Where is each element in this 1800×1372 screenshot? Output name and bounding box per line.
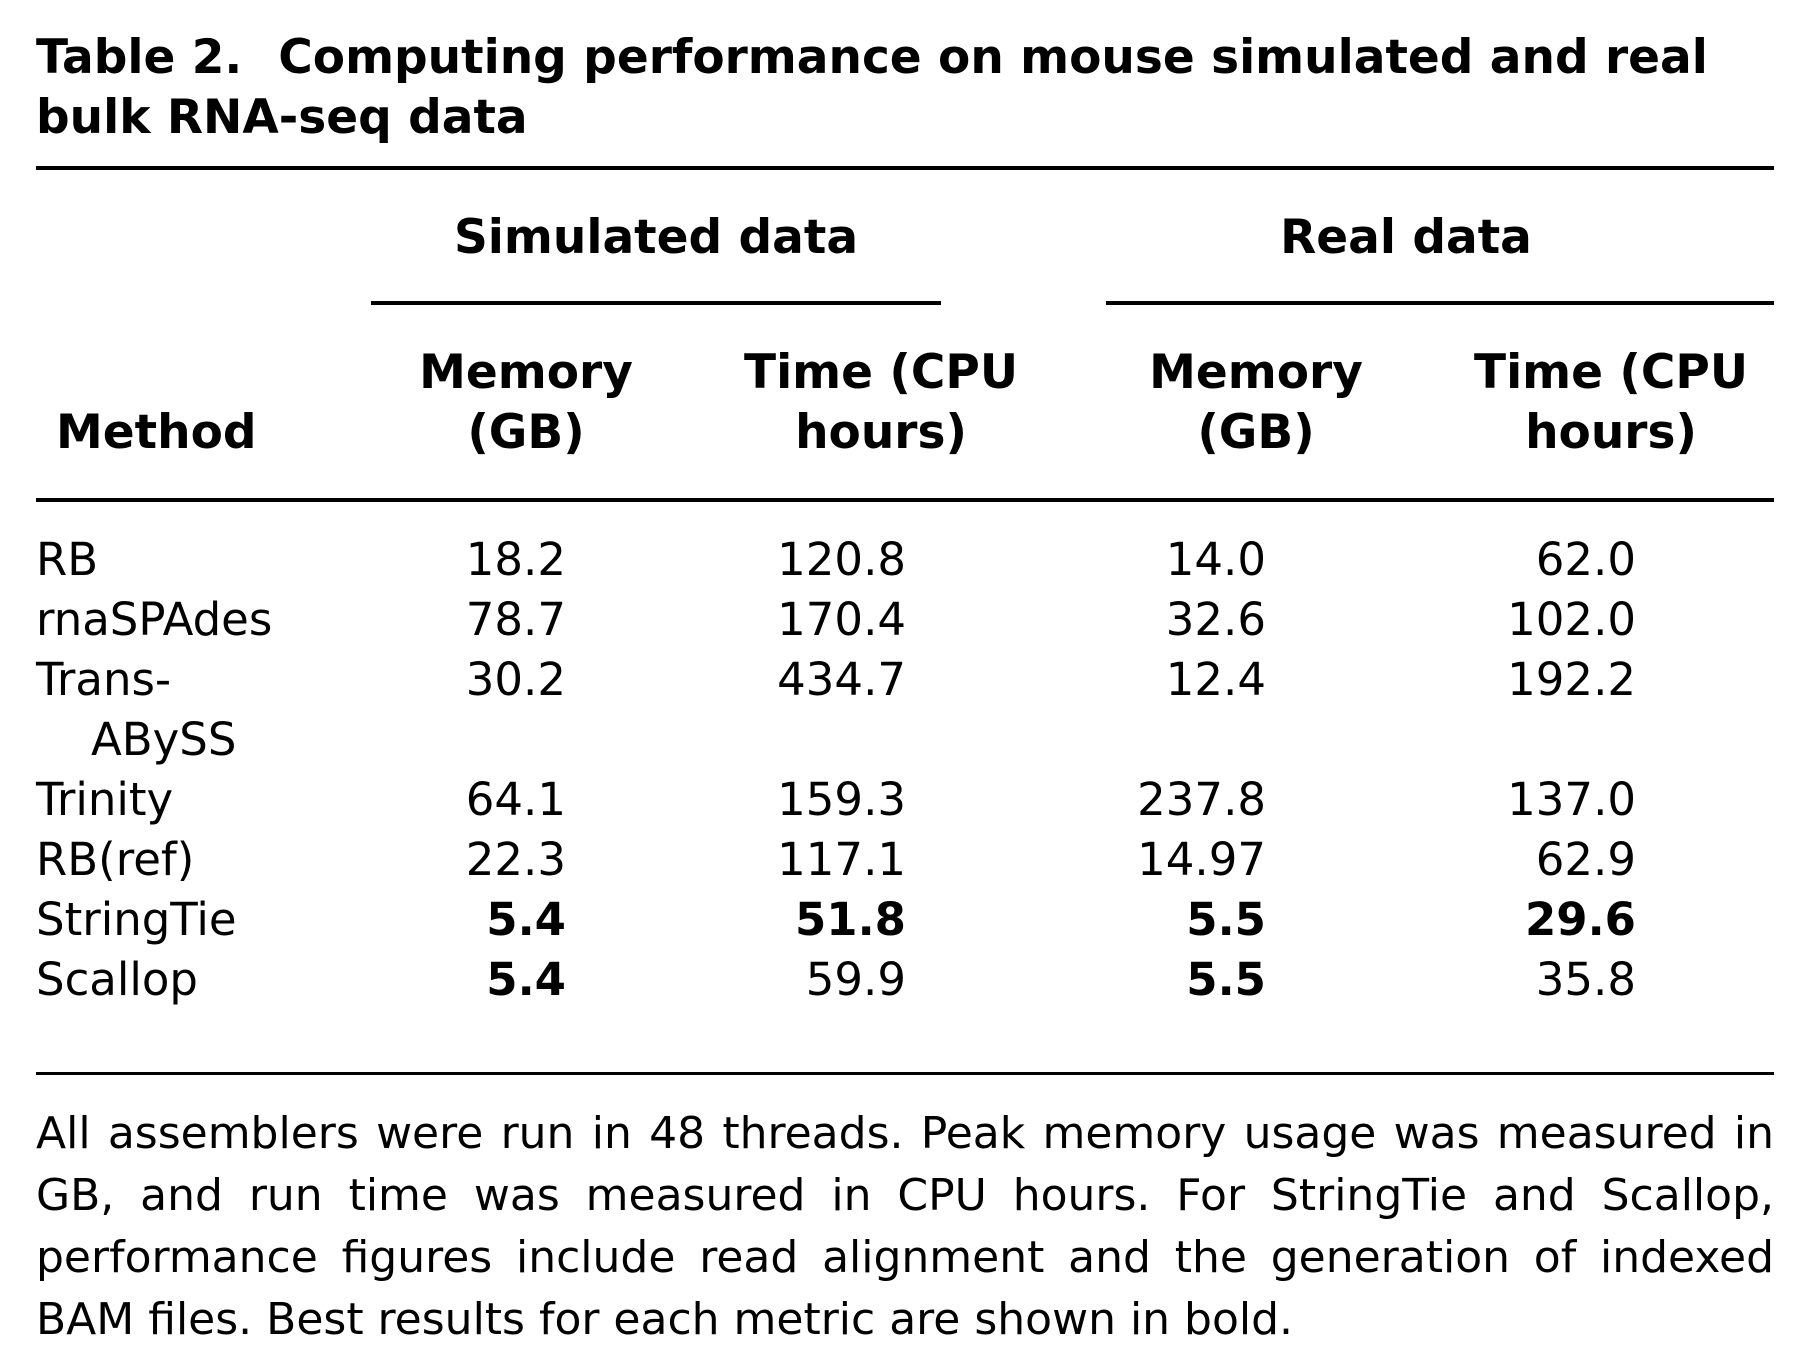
method-line: rnaSPAdes <box>36 593 273 646</box>
real-mem-cell: 32.6 <box>1165 593 1266 646</box>
group-header-simulated: Simulated data <box>453 210 859 265</box>
sim-mem-cell: 30.2 <box>465 653 566 706</box>
method-cell: Scallop <box>36 950 198 1010</box>
method-cell: StringTie <box>36 890 237 950</box>
real-time-cell: 192.2 <box>1507 653 1636 706</box>
real-mem-cell: 12.4 <box>1165 653 1266 706</box>
sim-mem-cell: 5.4 <box>486 953 566 1006</box>
table-number: Table 2. <box>36 30 243 85</box>
bottom-rule <box>36 1072 1774 1075</box>
header-line: hours) <box>1525 405 1697 460</box>
method-cell: Trans- ABySS <box>36 650 236 770</box>
sim-mem-cell: 18.2 <box>465 533 566 586</box>
real-time-cell: 137.0 <box>1507 773 1636 826</box>
real-mem-cell: 14.97 <box>1137 833 1266 886</box>
method-line: ABySS <box>91 713 237 766</box>
column-header-sim-time: Time (CPU hours) <box>736 343 1026 463</box>
header-rule <box>36 498 1774 502</box>
sim-time-cell: 51.8 <box>794 893 906 946</box>
real-mem-cell: 5.5 <box>1186 953 1266 1006</box>
method-cell: Trinity <box>36 770 173 830</box>
real-time-cell: 35.8 <box>1535 953 1636 1006</box>
sim-mem-cell: 5.4 <box>486 893 566 946</box>
sim-time-cell: 120.8 <box>777 533 906 586</box>
method-line: RB <box>36 533 99 586</box>
table-caption: Table 2. Computing performance on mouse s… <box>36 28 1774 148</box>
method-line: RB(ref) <box>36 833 195 886</box>
sim-mem-cell: 78.7 <box>465 593 566 646</box>
sim-time-cell: 59.9 <box>805 953 906 1006</box>
real-time-cell: 102.0 <box>1507 593 1636 646</box>
method-cell: RB(ref) <box>36 830 194 890</box>
real-time-cell: 62.0 <box>1535 533 1636 586</box>
header-line: Memory <box>1149 345 1363 400</box>
sim-mem-cell: 64.1 <box>465 773 566 826</box>
column-header-real-time: Time (CPU hours) <box>1456 343 1766 463</box>
real-mem-cell: 5.5 <box>1186 893 1266 946</box>
method-cell: RB <box>36 530 98 590</box>
sim-time-cell: 117.1 <box>777 833 906 886</box>
real-time-cell: 29.6 <box>1524 893 1636 946</box>
group-header-real: Real data <box>1280 210 1532 265</box>
real-mem-cell: 14.0 <box>1165 533 1266 586</box>
top-rule <box>36 166 1774 170</box>
method-line: Trinity <box>36 773 174 826</box>
column-header-sim-memory: Memory (GB) <box>376 343 676 463</box>
column-header-method: Method <box>56 405 257 460</box>
sim-time-cell: 170.4 <box>777 593 906 646</box>
table-figure: Table 2. Computing performance on mouse s… <box>36 28 1774 1345</box>
real-mem-cell: 237.8 <box>1137 773 1266 826</box>
header-line: Time (CPU <box>1474 345 1748 400</box>
column-header-real-memory: Memory (GB) <box>1106 343 1406 463</box>
table-footnote: All assemblers were run in 48 threads. P… <box>36 1108 1774 1345</box>
header-line: (GB) <box>467 405 585 460</box>
sim-mem-cell: 22.3 <box>465 833 566 886</box>
header-line: (GB) <box>1197 405 1315 460</box>
method-line: StringTie <box>36 893 237 946</box>
header-line: Time (CPU <box>744 345 1018 400</box>
group-rule-simulated <box>371 301 941 305</box>
real-time-cell: 62.9 <box>1535 833 1636 886</box>
table-title: Computing performance on mouse simulated… <box>36 30 1708 145</box>
method-cell: rnaSPAdes <box>36 590 272 650</box>
method-line: Scallop <box>36 953 198 1006</box>
header-line: Memory <box>419 345 633 400</box>
sim-time-cell: 159.3 <box>777 773 906 826</box>
header-line: hours) <box>795 405 967 460</box>
group-rule-real <box>1106 301 1774 305</box>
sim-time-cell: 434.7 <box>777 653 906 706</box>
method-line: Trans- <box>36 653 172 706</box>
